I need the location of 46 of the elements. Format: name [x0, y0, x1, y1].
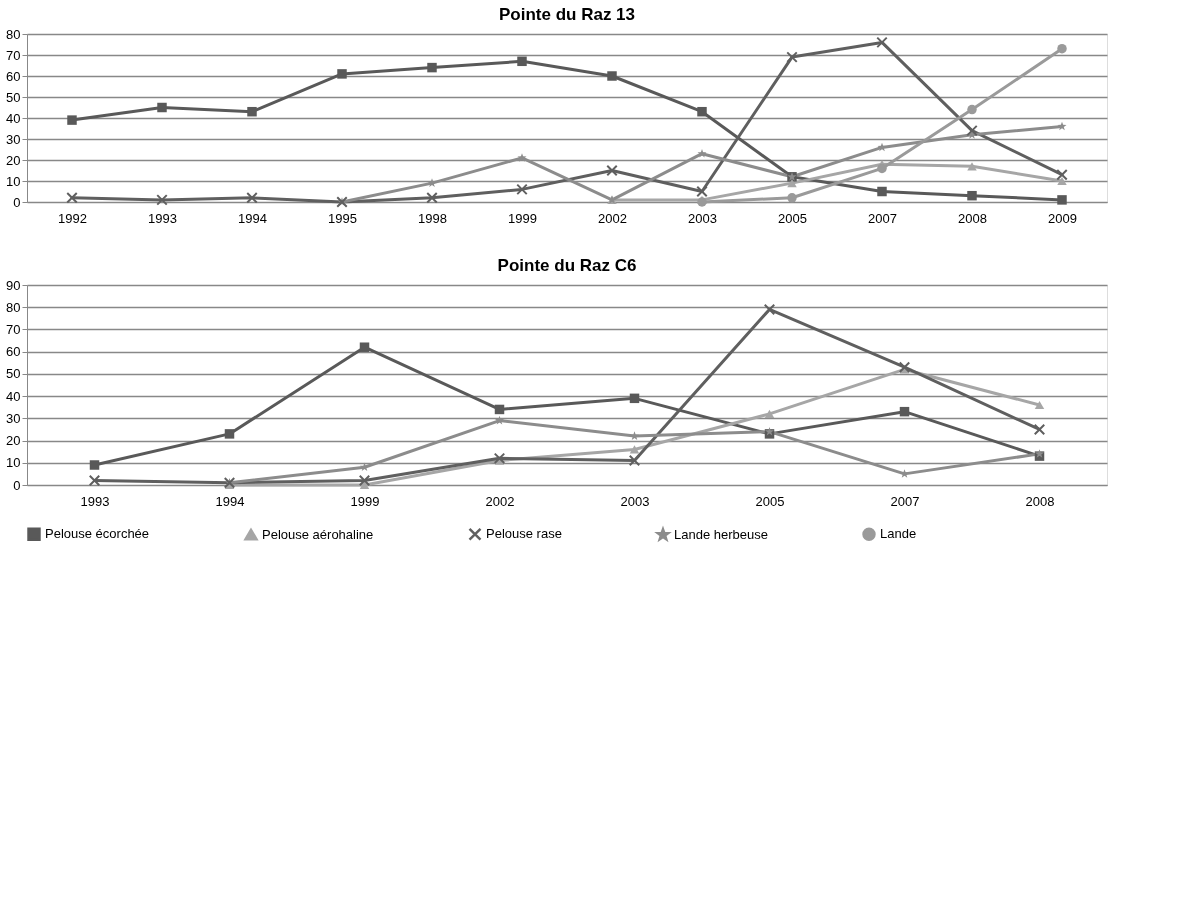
y-tick-label: 0: [13, 477, 21, 493]
y-tick-label: 30: [6, 410, 21, 426]
y-tick-label: 10: [6, 173, 21, 189]
legend-label: Pelouse écorchée: [45, 526, 150, 542]
x-tick-label: 2002: [485, 493, 515, 509]
y-tick-label: 90: [6, 277, 21, 293]
x-tick-label: 2002: [598, 210, 627, 226]
y-tick-label: 80: [6, 26, 21, 42]
x-tick-label: 1999: [508, 210, 537, 226]
x-tick-label: 2005: [778, 210, 807, 226]
x-tick-label: 1993: [80, 493, 110, 509]
legend-label: Pelouse aérohaline: [262, 526, 374, 542]
y-tick-label: 20: [6, 152, 21, 168]
x-tick-label: 1993: [148, 210, 177, 226]
y-tick-label: 70: [6, 321, 21, 337]
x-tick-label: 1992: [58, 210, 87, 226]
chart-title: Pointe du Raz C6: [497, 256, 637, 275]
legend-label: Lande: [880, 526, 917, 542]
x-tick-label: 2009: [1048, 210, 1077, 226]
x-tick-label: 1998: [418, 210, 447, 226]
y-tick-label: 70: [6, 47, 21, 63]
y-tick-label: 60: [6, 344, 21, 360]
y-tick-label: 50: [6, 89, 21, 105]
chart-title: Pointe du Raz 13: [498, 5, 636, 24]
y-tick-label: 0: [13, 194, 21, 210]
y-tick-label: 30: [6, 131, 21, 147]
legend-label: Lande herbeuse: [674, 526, 768, 542]
x-tick-label: 2003: [688, 210, 717, 226]
x-tick-label: 1994: [215, 493, 245, 509]
x-tick-label: 2005: [755, 493, 785, 509]
x-tick-label: 2008: [1025, 493, 1055, 509]
x-tick-label: 2008: [958, 210, 987, 226]
y-tick-label: 20: [6, 433, 21, 449]
legend-label: Pelouse rase: [486, 526, 562, 542]
x-tick-label: 2007: [868, 210, 897, 226]
y-tick-label: 40: [6, 110, 21, 126]
x-tick-label: 1995: [328, 210, 357, 226]
x-tick-label: 1999: [350, 493, 380, 509]
y-tick-label: 60: [6, 68, 21, 84]
x-tick-label: 2007: [890, 493, 920, 509]
x-tick-label: 1994: [238, 210, 267, 226]
x-tick-label: 2003: [620, 493, 650, 509]
y-tick-label: 80: [6, 299, 21, 315]
y-tick-label: 10: [6, 455, 21, 471]
y-tick-label: 40: [6, 388, 21, 404]
y-tick-label: 50: [6, 366, 21, 382]
